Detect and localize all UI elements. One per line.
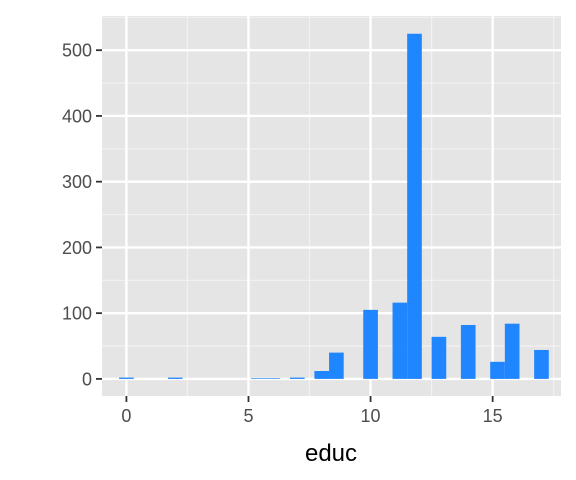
y-tick-label: 0	[82, 369, 92, 389]
x-axis: 0 5 10 15	[121, 396, 503, 426]
x-tick-label: 10	[361, 406, 381, 426]
x-tick-label: 5	[243, 406, 253, 426]
histogram-bar	[329, 352, 344, 379]
histogram-bar	[392, 302, 408, 379]
y-tick-label: 400	[62, 106, 92, 126]
histogram-bar	[407, 33, 422, 379]
y-tick-label: 300	[62, 172, 92, 192]
histogram-bar	[363, 309, 378, 379]
histogram-bars	[119, 33, 549, 379]
histogram-bar	[460, 324, 476, 379]
histogram-bar	[504, 323, 520, 379]
y-tick-label: 200	[62, 238, 92, 258]
histogram-bar	[314, 371, 330, 379]
histogram-bar	[431, 336, 447, 379]
histogram-bar	[167, 377, 183, 379]
minor-gridlines	[102, 16, 561, 396]
x-tick-label: 0	[121, 406, 131, 426]
x-tick-label: 15	[483, 406, 503, 426]
histogram-bar	[289, 377, 305, 379]
plot-panel	[102, 16, 561, 396]
x-axis-title: educ	[305, 440, 357, 467]
histogram-bar	[119, 377, 134, 379]
histogram-bar	[265, 378, 281, 379]
y-tick-label: 100	[62, 304, 92, 324]
histogram-bar	[490, 361, 505, 379]
histogram-bar	[250, 378, 266, 379]
y-tick-label: 500	[62, 41, 92, 61]
y-axis: 0 100 200 300 400 500	[62, 41, 102, 389]
histogram-bar	[534, 349, 549, 379]
